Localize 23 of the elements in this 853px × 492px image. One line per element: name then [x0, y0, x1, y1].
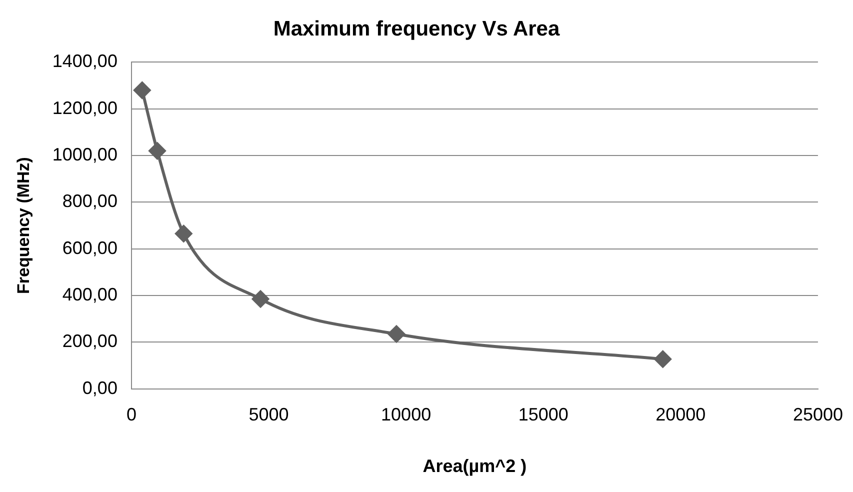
x-tick-label: 15000	[518, 404, 568, 425]
y-tick-label: 800,00	[62, 191, 118, 212]
point	[148, 142, 166, 160]
y-tick-label: 1400,00	[52, 51, 118, 72]
x-tick-label: 25000	[792, 404, 844, 425]
chart-title: Maximum frequency Vs Area	[273, 17, 560, 40]
y-tick-label: 1200,00	[52, 98, 118, 118]
point	[252, 290, 270, 308]
x-axis-title: Area(µm^2 )	[422, 456, 527, 476]
x-tick-label: 5000	[248, 404, 289, 425]
y-tick-label: 1000,00	[52, 144, 118, 164]
x-tick-label: 20000	[656, 404, 706, 425]
point	[175, 225, 192, 242]
y-tick-label: 0,00	[82, 378, 118, 398]
y-tick-label: 600,00	[62, 238, 118, 258]
point	[654, 350, 672, 368]
point	[388, 325, 405, 342]
point	[134, 82, 151, 99]
x-tick-label: 10000	[381, 404, 432, 425]
y-axis-title: Frequency (MHz)	[14, 157, 33, 294]
y-tick-label: 200,00	[62, 331, 118, 352]
y-tick-label: 400,00	[62, 284, 118, 304]
x-tick-label: 0	[126, 404, 136, 425]
